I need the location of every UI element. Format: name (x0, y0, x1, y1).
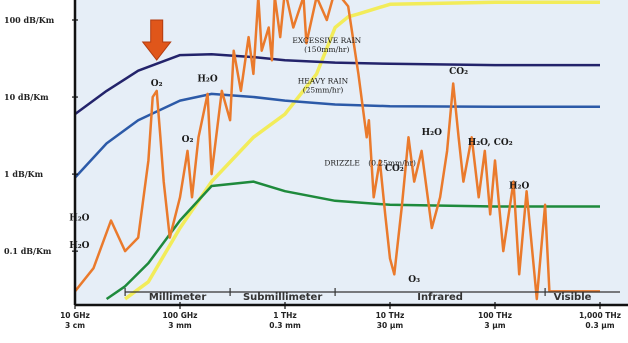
plot-background (75, 0, 628, 305)
series-line-4 (74, 0, 600, 301)
annotation-label: H₂O (69, 213, 89, 223)
x-tick-label: 1,000 THz (579, 311, 621, 320)
annotation-label: H₂O (422, 128, 442, 138)
y-tick-label: 10 dB/Km (4, 92, 49, 102)
x-tick-label: 100 GHz (162, 311, 197, 320)
series-label-2: DRIZZLE (324, 158, 360, 167)
series-line-3 (124, 0, 600, 301)
annotation-label: O₂ (182, 135, 194, 145)
annotation-label: H₂O, CO₂ (468, 138, 513, 148)
x-tick-label: 1 THz (273, 311, 297, 320)
series-label-0: EXCESSIVE RAIN (292, 36, 361, 45)
series-sub-0: (150mm/hr) (304, 45, 349, 54)
band-label: Submillimeter (243, 292, 322, 303)
series-sub-2: (0.25mm/hr) (368, 158, 416, 167)
x-tick-sublabel: 3 cm (65, 321, 85, 330)
annotation-label: H₂O (197, 74, 217, 84)
x-tick-sublabel: 0.3 mm (269, 321, 301, 330)
y-tick-label: 1 dB/Km (4, 169, 44, 179)
annotation-label: O₃ (408, 275, 420, 285)
x-tick-sublabel: 3 mm (168, 321, 192, 330)
y-tick-label: 100 dB/Km (4, 15, 55, 25)
series-line-1 (74, 92, 600, 179)
band-label: Infrared (417, 292, 463, 303)
x-tick-sublabel: 3 µm (484, 321, 505, 330)
annotation-label: O₂ (151, 79, 163, 89)
series-label-1: HEAVY RAIN (298, 76, 349, 85)
x-tick-label: 10 GHz (60, 311, 90, 320)
series-line-2 (105, 180, 600, 301)
band-label: Visible (554, 292, 592, 303)
annotation-label: CO₂ (449, 67, 468, 77)
annotation-label: H₂O (509, 182, 529, 192)
y-tick-label: 0.1 dB/Km (4, 246, 52, 256)
x-tick-label: 10 THz (376, 311, 405, 320)
annotation-label: CO₂ (385, 164, 404, 174)
annotation-label: H₂O (69, 241, 89, 251)
band-label: Millimeter (149, 292, 206, 303)
x-tick-label: 100 THz (478, 311, 512, 320)
series-sub-1: (25mm/hr) (303, 85, 344, 94)
x-tick-sublabel: 0.3 µm (585, 321, 614, 330)
oxygen-arrow-icon (141, 19, 172, 61)
x-tick-sublabel: 30 µm (377, 321, 404, 330)
